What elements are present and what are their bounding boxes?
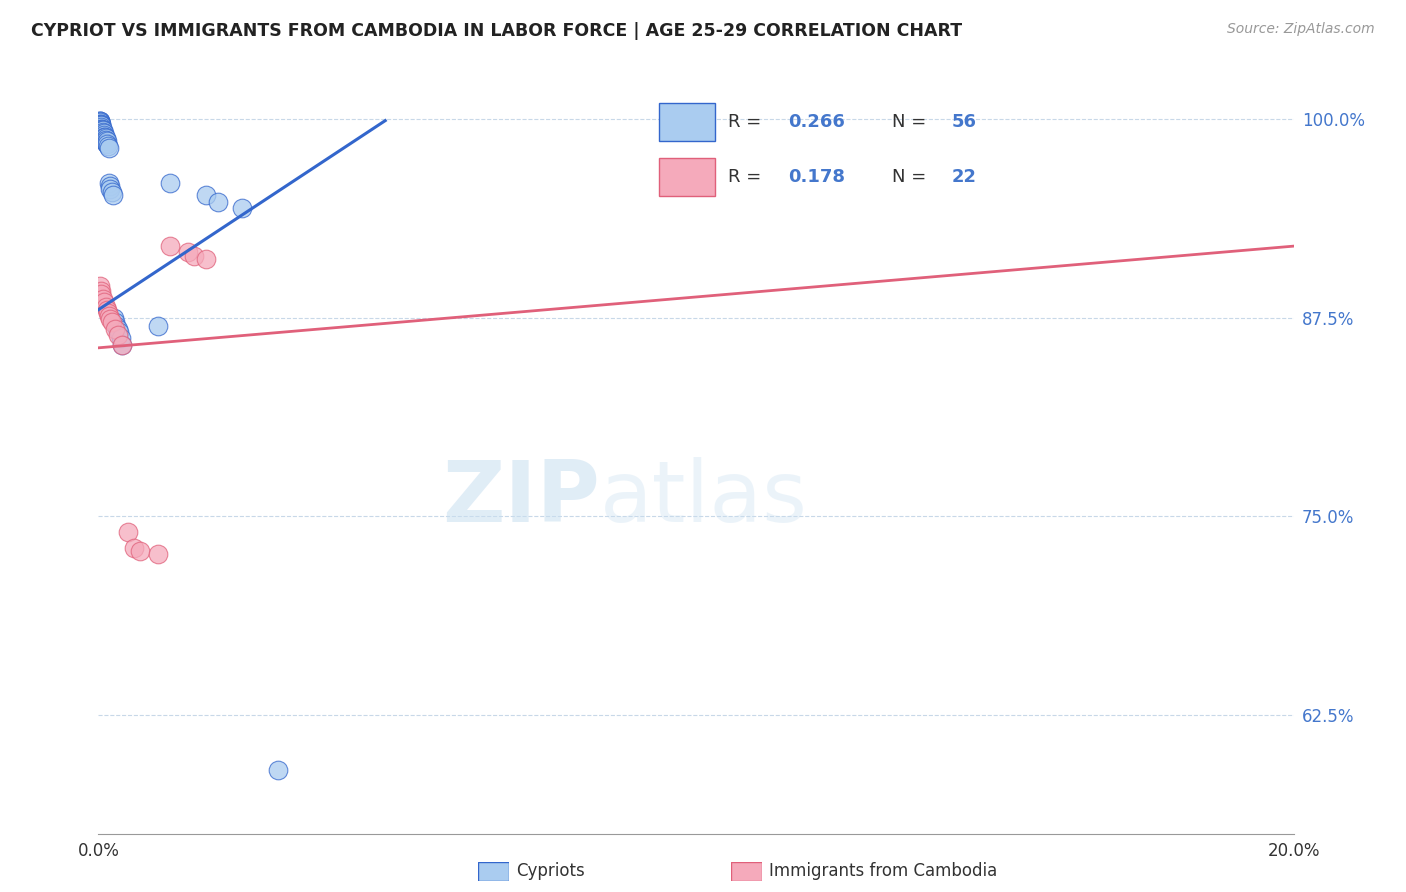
Point	[103, 310, 125, 325]
Point	[96, 133, 118, 147]
Point	[97, 306, 120, 320]
Point	[89, 115, 111, 129]
Point	[98, 176, 121, 190]
Point	[98, 178, 121, 193]
Point	[91, 121, 114, 136]
Point	[111, 337, 134, 351]
Point	[98, 312, 122, 326]
Point	[91, 126, 114, 140]
Point	[94, 131, 117, 145]
Point	[195, 188, 218, 202]
Point	[93, 294, 115, 309]
Point	[89, 113, 111, 128]
Point	[93, 129, 115, 144]
Point	[159, 176, 181, 190]
Point	[104, 315, 127, 329]
Text: ZIP: ZIP	[443, 457, 600, 540]
Point	[97, 141, 120, 155]
Point	[105, 318, 128, 333]
Point	[89, 115, 111, 129]
Point	[231, 201, 253, 215]
Point	[96, 302, 118, 317]
Point	[89, 113, 111, 128]
Text: Cypriots: Cypriots	[516, 863, 585, 880]
Point	[94, 129, 117, 144]
Point	[90, 117, 112, 131]
Point	[195, 252, 218, 266]
Point	[90, 120, 112, 134]
Text: CYPRIOT VS IMMIGRANTS FROM CAMBODIA IN LABOR FORCE | AGE 25-29 CORRELATION CHART: CYPRIOT VS IMMIGRANTS FROM CAMBODIA IN L…	[31, 22, 962, 40]
Point	[89, 117, 111, 131]
Point	[96, 136, 118, 150]
Point	[91, 128, 114, 142]
Point	[93, 129, 115, 144]
Point	[89, 120, 111, 134]
Point	[98, 182, 122, 196]
Point	[207, 194, 229, 209]
Point	[177, 245, 200, 260]
Point	[90, 119, 112, 133]
Point	[100, 185, 122, 199]
Point	[98, 309, 121, 323]
Point	[94, 300, 117, 314]
Point	[117, 525, 139, 540]
Point	[90, 125, 112, 139]
Point	[96, 134, 118, 148]
Point	[90, 121, 112, 136]
Point	[93, 133, 115, 147]
Point	[107, 328, 129, 343]
Point	[90, 120, 112, 134]
Point	[89, 113, 111, 128]
Point	[101, 188, 124, 202]
Point	[104, 322, 127, 336]
Point	[97, 139, 120, 153]
Point	[159, 239, 181, 253]
Point	[90, 121, 112, 136]
Point	[93, 128, 115, 142]
Point	[91, 123, 114, 137]
Point	[89, 119, 111, 133]
Point	[90, 286, 112, 301]
Point	[90, 284, 112, 298]
Point	[91, 123, 114, 137]
Text: atlas: atlas	[600, 457, 808, 540]
Point	[89, 278, 111, 293]
Point	[94, 133, 117, 147]
Point	[94, 136, 117, 150]
Point	[124, 541, 146, 555]
Point	[129, 544, 152, 558]
Point	[267, 764, 290, 778]
Text: Source: ZipAtlas.com: Source: ZipAtlas.com	[1227, 22, 1375, 37]
Point	[93, 126, 115, 140]
Point	[110, 331, 132, 345]
Point	[107, 322, 129, 336]
Point	[100, 315, 122, 329]
Point	[96, 137, 118, 152]
Point	[183, 249, 205, 263]
Point	[108, 325, 131, 339]
Text: Immigrants from Cambodia: Immigrants from Cambodia	[769, 863, 997, 880]
Point	[111, 337, 134, 351]
Point	[91, 125, 114, 139]
Point	[91, 126, 114, 140]
Point	[148, 548, 170, 562]
Point	[148, 318, 170, 333]
Point	[91, 292, 114, 306]
Point	[90, 119, 112, 133]
